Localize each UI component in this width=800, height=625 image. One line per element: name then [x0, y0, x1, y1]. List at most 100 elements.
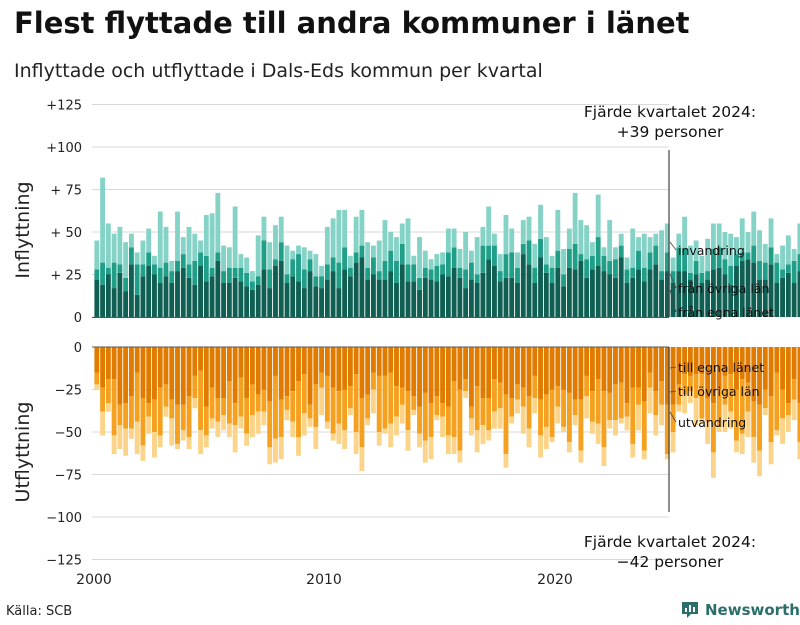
upper-legend-leader	[669, 289, 677, 313]
outflow-bar-2	[780, 418, 785, 444]
outflow-bar-2	[203, 435, 209, 448]
inflow-bar-2	[555, 209, 561, 251]
outflow-bar-2	[572, 415, 578, 426]
brand-logo[interactable]: Newsworthy	[680, 600, 800, 620]
inflow-bar-1	[399, 243, 405, 265]
outflow-bar-2	[336, 423, 342, 444]
outflow-bar-1	[359, 398, 365, 448]
inflow-bar-0	[762, 279, 768, 317]
outflow-bar-1	[336, 391, 342, 424]
inflow-bar-2	[515, 252, 520, 268]
inflow-bar-0	[226, 283, 232, 317]
inflow-bar-1	[503, 254, 509, 278]
outflow-bar-0	[353, 347, 359, 375]
outflow-bar-0	[249, 347, 255, 385]
inflow-bar-2	[653, 233, 659, 246]
outflow-bar-1	[526, 396, 532, 429]
inflow-bar-1	[791, 260, 797, 283]
outflow-bar-1	[290, 391, 296, 422]
inflow-bar-2	[445, 228, 451, 253]
inflow-bar-0	[797, 271, 800, 317]
outflow-bar-0	[595, 347, 601, 380]
outflow-bar-2	[209, 418, 215, 429]
outflow-bar-1	[653, 391, 659, 415]
inflow-bar-1	[255, 276, 261, 285]
outflow-bar-0	[451, 347, 457, 381]
outflow-bar-1	[100, 387, 106, 412]
outflow-bar-2	[399, 404, 405, 424]
inflow-bar-1	[100, 262, 106, 285]
outflow-bar-2	[693, 398, 699, 426]
outflow-bar-0	[699, 347, 705, 375]
outflow-bar-1	[278, 399, 284, 438]
inflow-bar-1	[394, 260, 399, 283]
outflow-bar-2	[261, 411, 267, 426]
inflow-bar-2	[670, 257, 676, 272]
outflow-bar-1	[589, 391, 595, 422]
inflow-bar-2	[394, 237, 399, 261]
inflow-bar-0	[682, 271, 688, 317]
inflow-bar-1	[336, 262, 342, 289]
outflow-bar-1	[768, 396, 774, 443]
outflow-bar-1	[330, 387, 336, 434]
outflow-bar-0	[791, 347, 797, 380]
outflow-bar-1	[267, 401, 273, 448]
outflow-bar-1	[797, 403, 800, 443]
inflow-bar-2	[313, 254, 319, 277]
inflow-bar-0	[261, 269, 267, 317]
inflow-bar-2	[595, 194, 601, 238]
outflow-bar-2	[474, 430, 480, 453]
inflow-bar-1	[267, 269, 273, 289]
outflow-bar-2	[515, 399, 520, 414]
outflow-bar-1	[203, 406, 209, 436]
inflow-bar-1	[117, 264, 123, 273]
outflow-bar-0	[180, 347, 186, 405]
outflow-bar-2	[180, 430, 186, 441]
outflow-bar-2	[198, 430, 203, 455]
inflow-bar-1	[762, 262, 768, 280]
inflow-bar-0	[105, 274, 111, 317]
inflow-bar-2	[342, 209, 348, 248]
outflow-bar-0	[549, 347, 555, 390]
inflow-bar-1	[371, 257, 376, 275]
inflow-bar-0	[440, 274, 446, 317]
outflow-bar-0	[636, 347, 641, 388]
outflow-bar-1	[394, 386, 399, 417]
inflow-bar-0	[128, 264, 134, 317]
inflow-bar-2	[203, 215, 209, 256]
outflow-bar-0	[492, 347, 497, 380]
inflow-bar-1	[618, 245, 624, 258]
inflow-bar-2	[641, 233, 647, 268]
outflow-bar-1	[780, 389, 785, 419]
inflow-bar-0	[757, 279, 762, 317]
outflow-bar-2	[589, 421, 595, 434]
outflow-bar-1	[140, 398, 146, 446]
inflow-bar-2	[538, 204, 543, 239]
upper-tick-label: + 25	[50, 269, 82, 284]
inflow-bar-2	[440, 252, 446, 265]
inflow-bar-1	[509, 252, 515, 278]
inflow-bar-2	[785, 235, 791, 265]
inflow-bar-2	[543, 237, 549, 265]
lower-tick-label: −100	[46, 511, 82, 526]
outflow-bar-2	[607, 420, 613, 429]
x-tick-label: 2000	[76, 572, 112, 588]
inflow-bar-0	[653, 264, 659, 317]
outflow-bar-0	[664, 347, 670, 405]
upper-y-axis-title: Inflyttning	[12, 181, 34, 278]
inflow-bar-1	[543, 264, 549, 273]
inflow-bar-0	[647, 269, 653, 317]
inflow-bar-2	[549, 255, 555, 268]
outflow-bar-1	[388, 372, 394, 424]
inflow-bar-1	[284, 274, 290, 283]
inflow-bar-2	[359, 209, 365, 246]
outflow-bar-0	[244, 347, 250, 398]
inflow-bar-0	[607, 274, 613, 317]
outflow-bar-2	[664, 454, 670, 460]
inflow-bar-0	[693, 274, 699, 317]
inflow-bar-2	[716, 223, 722, 248]
inflow-bar-1	[526, 240, 532, 265]
inflow-bar-1	[365, 267, 371, 280]
inflow-bar-2	[693, 240, 699, 261]
outflow-bar-1	[474, 386, 480, 431]
